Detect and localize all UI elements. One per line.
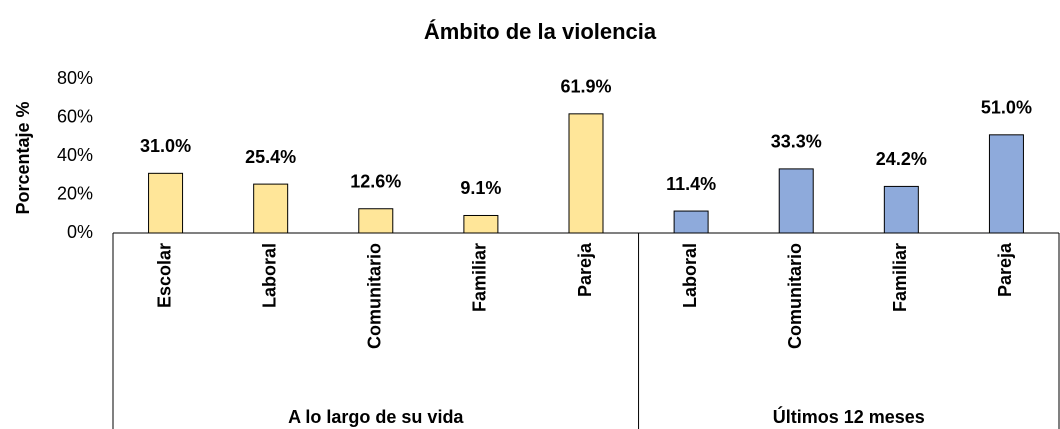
group-label: A lo largo de su vida: [288, 407, 464, 427]
bar: [988, 134, 1024, 234]
data-label: 33.3%: [771, 132, 822, 152]
x-tick-label: Escolar: [154, 243, 174, 308]
bar: [883, 185, 919, 234]
bar: [778, 168, 814, 234]
y-tick-label: 0%: [67, 222, 93, 242]
x-tick-label: Laboral: [259, 243, 279, 308]
bar: [358, 208, 394, 234]
bar: [148, 172, 184, 234]
bar: [673, 210, 709, 234]
data-label: 25.4%: [245, 147, 296, 167]
data-label: 51.0%: [981, 98, 1032, 118]
x-tick-label: Pareja: [995, 242, 1015, 297]
y-tick-label: 80%: [57, 68, 93, 88]
data-label: 61.9%: [560, 77, 611, 97]
bar: [463, 214, 499, 234]
chart-title: Ámbito de la violencia: [424, 19, 657, 44]
data-label: 9.1%: [460, 178, 501, 198]
y-tick-label: 40%: [57, 145, 93, 165]
x-tick-label: Pareja: [575, 242, 595, 297]
y-tick-label: 60%: [57, 106, 93, 126]
data-label: 24.2%: [876, 149, 927, 169]
x-tick-label: Comunitario: [785, 243, 805, 349]
data-label: 12.6%: [350, 171, 401, 191]
data-label: 11.4%: [666, 174, 716, 194]
y-tick-label: 20%: [57, 183, 93, 203]
bar: [568, 113, 604, 234]
group-label: Últimos 12 meses: [773, 406, 925, 427]
data-label: 31.0%: [140, 136, 191, 156]
x-tick-label: Familiar: [470, 243, 490, 312]
x-tick-label: Laboral: [680, 243, 700, 308]
x-tick-label: Familiar: [890, 243, 910, 312]
y-axis-label: Porcentaje %: [13, 101, 33, 214]
bar: [253, 183, 289, 234]
x-tick-label: Comunitario: [365, 243, 385, 349]
